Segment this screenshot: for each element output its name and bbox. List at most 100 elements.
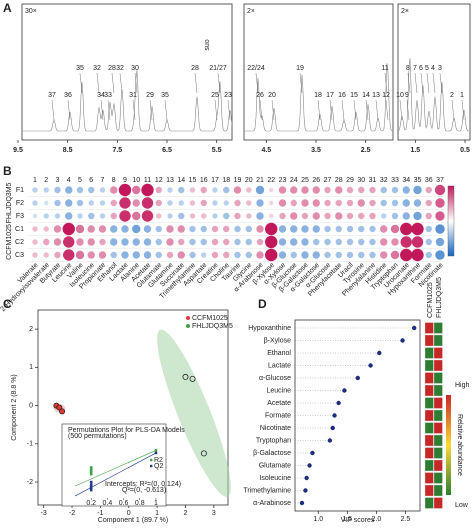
bubble [53,238,62,246]
bubble [223,238,230,246]
bubble [246,200,252,206]
inset-point [89,470,93,473]
legend-title: Relative abundance [456,414,463,476]
peak-leader [132,99,136,121]
column-number: 25 [301,177,309,184]
peak-label: 21/27 [209,65,227,72]
bubble [256,225,264,233]
bubble [189,187,196,193]
bubble [380,251,388,259]
column-number: 26 [312,177,320,184]
bubble [234,212,241,220]
inset-point [89,480,93,484]
peak-leader [299,72,303,94]
x-axis-label: Component 1 (89.7 %) [98,517,168,524]
spectrum-trace [23,58,470,132]
heatmap-cell [424,472,434,484]
bubble [201,252,207,258]
inset-legend-label: R2 [154,457,163,464]
bubble [223,225,230,233]
bubble [346,199,354,207]
bubble [335,186,343,194]
heatmap-cell [433,422,443,434]
heatmap-cell [424,484,434,497]
dot [299,500,305,506]
bubble [189,251,196,259]
confidence-ellipse [157,329,231,497]
y-tick-label: 2 [29,326,33,333]
x-tick-label: 1.5 [342,516,352,523]
column-number: 11 [144,177,151,184]
peak-label: 29 [146,92,154,99]
dot [303,488,308,493]
legend-label: CCFM1025 [192,315,228,322]
x-tick-label: -1 [97,510,103,517]
bubble [324,212,331,220]
category-label: Nicotinate [260,425,291,432]
peak-leader [107,99,111,121]
bubble [32,213,38,219]
panel-label: D [258,297,267,311]
inset-point [89,483,93,487]
x-tick-label: 3.5 [311,147,321,154]
inset-intercepts: Intercepts: R²=(0, 0.124) [105,481,181,488]
inset-x-tick-label: 0.6 [119,500,129,507]
peak-leader [439,72,443,94]
row-label: C3 [15,252,24,259]
column-number: 15 [189,177,197,184]
dot [342,388,347,393]
heatmap-cell [433,397,443,409]
bubble [32,252,38,258]
bubble [178,212,185,220]
category-label: β-Galactose [253,450,291,457]
peak-label: 13 [372,92,380,99]
peak-leader [407,72,411,94]
bubble [301,186,309,194]
bubble [54,199,61,207]
peak-leader [79,72,83,94]
x-tick-label: 9.5 [13,147,23,154]
bubble [32,187,38,193]
category-label: Isoleucine [259,475,291,482]
bubble [335,251,342,259]
row-label: F2 [16,200,24,207]
bubble [265,235,278,249]
column-number: 31 [369,177,377,184]
category-label: α-Arabinose [253,500,291,507]
bubble [279,212,286,220]
peak-label: 35 [161,92,169,99]
bubble [425,186,432,194]
inset-frame [61,423,167,507]
bubble [335,199,342,207]
bubble [391,186,399,194]
bubble [132,238,140,246]
bubble [99,200,106,206]
bubble [301,238,309,246]
solvent-label: suo [204,39,211,50]
peak-leader [317,99,321,121]
scale-label: 2× [401,8,409,15]
bubble [200,186,207,194]
scale-label: 2× [247,8,255,15]
bubble [189,200,196,206]
peak-leader [194,72,198,94]
column-number: 12 [155,177,163,184]
group-label: CCFM1025 [6,224,13,260]
column-number: 34 [402,177,410,184]
x-tick-label: 5.5 [212,147,222,154]
category-label: Trimethylamine [243,487,291,494]
column-number: 4 [67,177,71,184]
column-number: 9 [123,177,127,184]
bubble [167,213,173,219]
x-tick-label: 4.5 [261,147,271,154]
bubble [234,238,241,246]
peak-label: 37 [48,92,56,99]
x-tick-label: 0.5 [460,147,470,154]
peak-label: 35 [76,65,84,72]
bubble [312,186,320,194]
bubble [118,183,132,197]
heatmap-cell [424,422,434,434]
bubble [75,250,85,260]
inset-x-tick-label: 0.2 [86,500,96,507]
peak-leader [353,99,357,121]
